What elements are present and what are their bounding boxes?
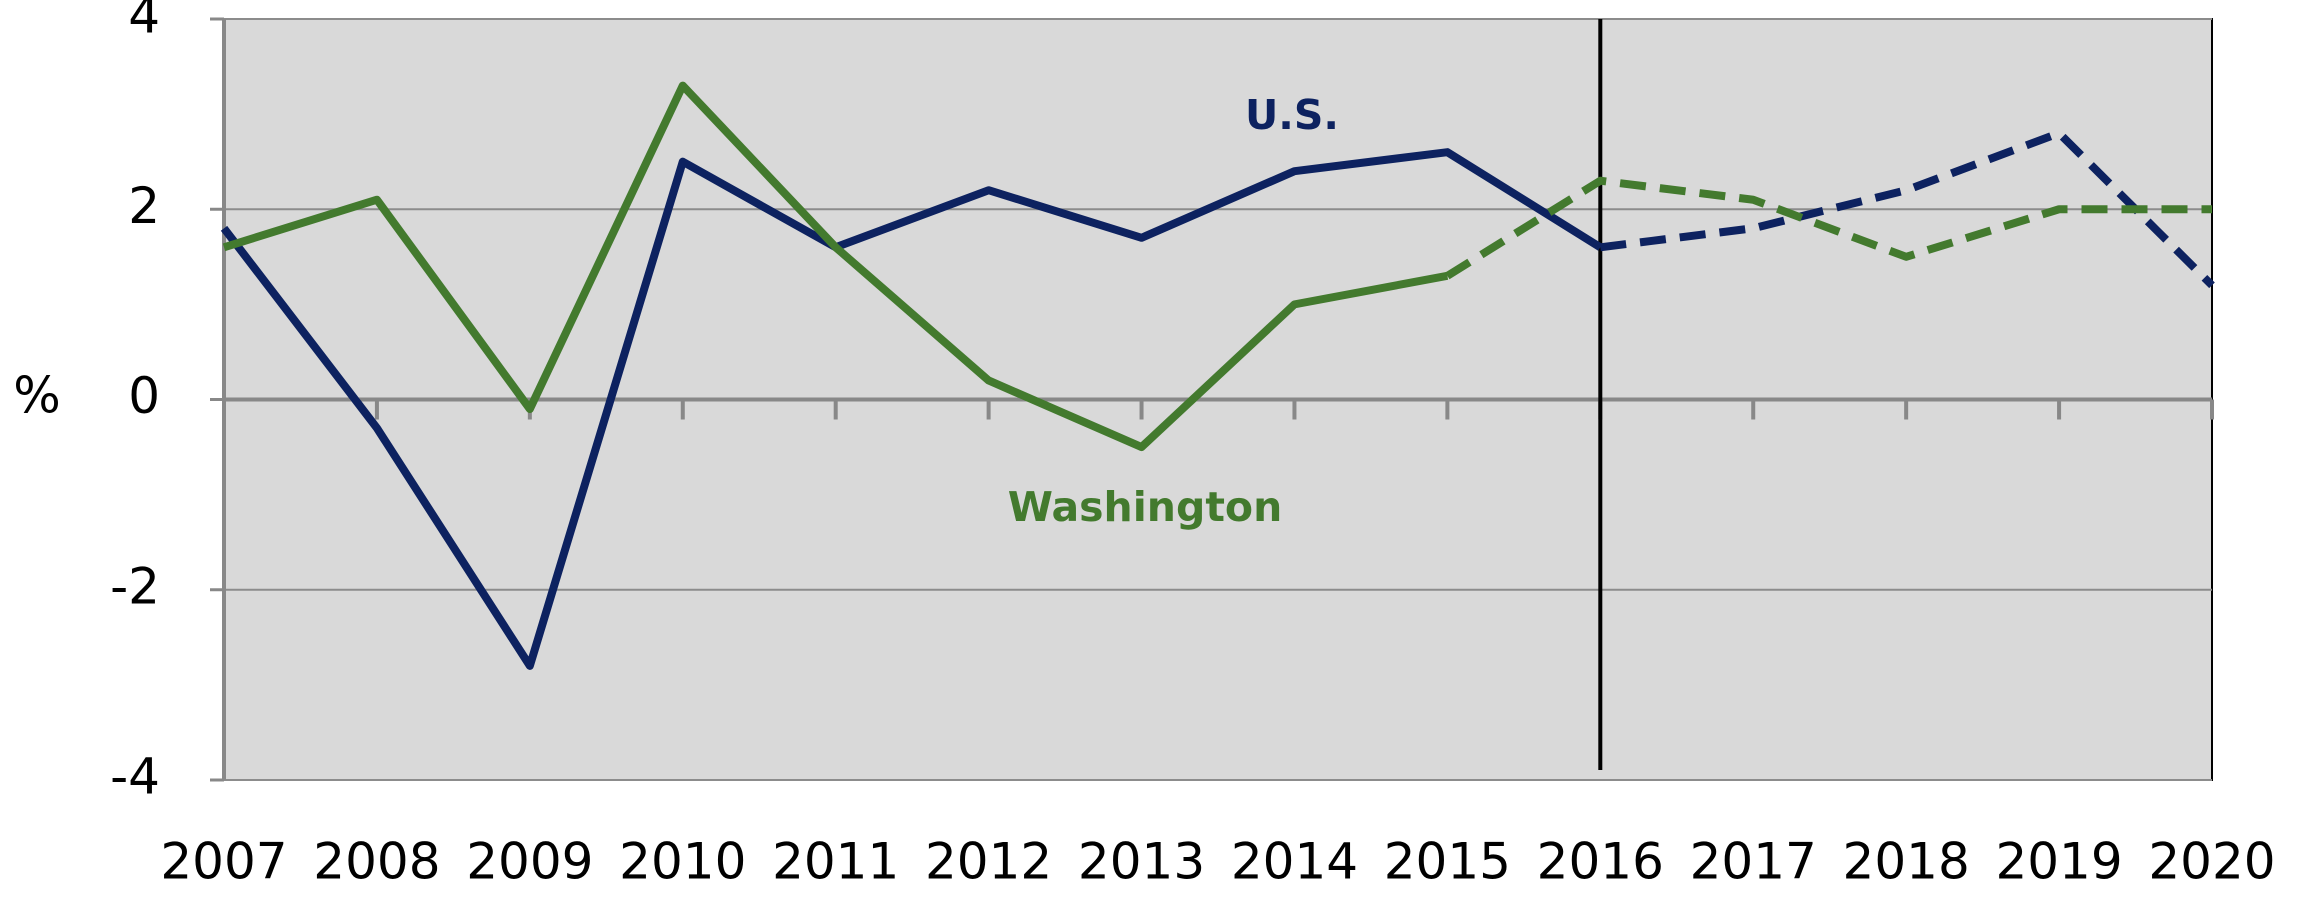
x-tick-label: 2009: [466, 833, 593, 891]
x-tick-label: 2008: [313, 833, 440, 891]
y-tick-label: -4: [110, 748, 160, 806]
x-tick-label: 2010: [619, 833, 746, 891]
y-tick-label: 4: [128, 0, 160, 45]
y-tick-label: -2: [110, 557, 160, 615]
series-label: U.S.: [1245, 91, 1339, 139]
series-line: [222, 81, 1449, 452]
series-line: [1599, 129, 2215, 289]
y-tick-label: 2: [128, 177, 160, 235]
x-tick-label: 2017: [1690, 833, 1817, 891]
series-line: [220, 148, 1603, 670]
y-tick-label: 0: [128, 367, 160, 425]
series-line: [1445, 176, 2212, 280]
x-tick-label: 2018: [1843, 833, 1970, 891]
x-tick-label: 2007: [160, 833, 287, 891]
x-tick-label: 2012: [925, 833, 1052, 891]
series-label: Washington: [1008, 483, 1283, 531]
x-tick-label: 2013: [1078, 833, 1205, 891]
y-axis-label: %: [13, 367, 61, 425]
x-tick-label: 2014: [1231, 833, 1358, 891]
x-tick-label: 2020: [2148, 833, 2275, 891]
x-tick-label: 2015: [1384, 833, 1511, 891]
x-tick-label: 2019: [1995, 833, 2122, 891]
x-tick-label: 2016: [1537, 833, 1664, 891]
x-tick-label: 2011: [772, 833, 899, 891]
